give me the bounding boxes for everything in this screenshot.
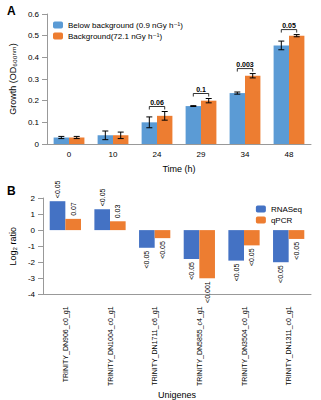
svg-text:0.03: 0.03 — [114, 205, 121, 219]
svg-text:2: 2 — [31, 194, 36, 203]
svg-text:0.06: 0.06 — [150, 99, 164, 106]
svg-text:TRINITY_DN1711_c6_g1: TRINITY_DN1711_c6_g1 — [151, 306, 159, 385]
svg-text:B: B — [7, 184, 16, 198]
svg-text:Time (h): Time (h) — [162, 164, 195, 174]
svg-text:10: 10 — [109, 150, 118, 159]
svg-text:<0.05: <0.05 — [248, 248, 255, 266]
svg-text:0.2: 0.2 — [28, 96, 40, 105]
svg-text:0.4: 0.4 — [28, 53, 40, 62]
svg-text:0.1: 0.1 — [196, 86, 206, 93]
svg-text:Log₂ ratio: Log₂ ratio — [8, 227, 18, 266]
svg-text:0: 0 — [35, 140, 40, 149]
svg-text:0.3: 0.3 — [28, 75, 40, 84]
svg-text:<0.05: <0.05 — [293, 242, 300, 260]
svg-text:-3: -3 — [28, 274, 36, 283]
svg-text:0.6: 0.6 — [28, 10, 40, 19]
svg-text:TRINITY_DN1004_c0_g1: TRINITY_DN1004_c0_g1 — [107, 306, 115, 386]
svg-text:0.05: 0.05 — [282, 22, 296, 29]
svg-text:48: 48 — [285, 150, 294, 159]
svg-text:Growth (OD₆₀₀ₙₘ): Growth (OD₆₀₀ₙₘ) — [8, 43, 18, 114]
svg-text:TRINITY_DN3504_c0_g1: TRINITY_DN3504_c0_g1 — [241, 306, 249, 386]
svg-text:TRINITY_DN906_c0_g1: TRINITY_DN906_c0_g1 — [62, 306, 70, 382]
svg-text:29: 29 — [197, 150, 206, 159]
svg-text:-1: -1 — [28, 242, 36, 251]
svg-text:0.003: 0.003 — [236, 61, 254, 68]
svg-text:<0.05: <0.05 — [188, 262, 195, 280]
svg-text:0: 0 — [67, 150, 72, 159]
svg-text:24: 24 — [153, 150, 162, 159]
svg-text:-4: -4 — [28, 290, 36, 299]
svg-text:TRINITY_DN5855_c4_g1: TRINITY_DN5855_c4_g1 — [196, 306, 204, 386]
svg-text:<0.05: <0.05 — [54, 180, 61, 198]
svg-text:0.1: 0.1 — [28, 118, 40, 127]
svg-text:RNASeq: RNASeq — [271, 205, 302, 214]
svg-text:34: 34 — [241, 150, 250, 159]
svg-text:TRINITY_DN1311_c0_g1: TRINITY_DN1311_c0_g1 — [285, 306, 293, 385]
svg-text:-2: -2 — [28, 258, 36, 267]
svg-text:Unigenes: Unigenes — [158, 390, 197, 400]
svg-text:<0.001: <0.001 — [204, 281, 211, 303]
svg-text:qPCR: qPCR — [271, 216, 293, 225]
svg-text:<0.05: <0.05 — [159, 241, 166, 259]
svg-text:Background(72.1 nGy h⁻¹): Background(72.1 nGy h⁻¹) — [68, 32, 162, 41]
svg-text:<0.05: <0.05 — [99, 188, 106, 206]
svg-text:<0.05: <0.05 — [233, 264, 240, 282]
svg-text:Below background (0.9 nGy h⁻¹): Below background (0.9 nGy h⁻¹) — [68, 21, 183, 30]
svg-text:0.5: 0.5 — [28, 31, 40, 40]
svg-text:1: 1 — [31, 210, 36, 219]
svg-text:<0.05: <0.05 — [143, 251, 150, 269]
svg-text:<0.05: <0.05 — [277, 265, 284, 283]
svg-text:0: 0 — [31, 226, 36, 235]
svg-text:A: A — [7, 4, 16, 18]
svg-text:0.07: 0.07 — [70, 202, 77, 216]
